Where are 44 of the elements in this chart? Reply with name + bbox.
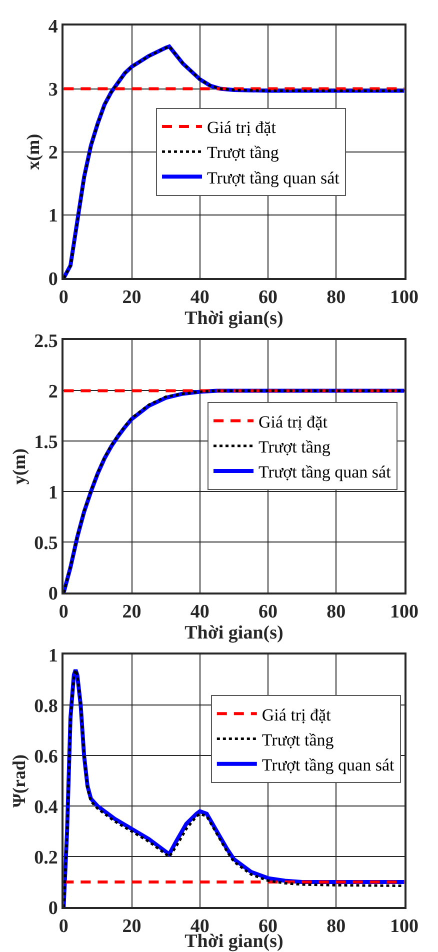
x-axis-title: Thời gian(s) [184,622,284,644]
y-tick-label: 4 [48,16,58,38]
x-tick-label: 100 [390,286,419,308]
y-axis-title: y(m) [8,448,29,484]
y-tick-label: 0.2 [34,847,58,868]
y-axis-title: x(m) [23,134,44,170]
legend-label: Giá trị đặt [207,118,276,138]
legend-label: Trượt tầng quan sát [262,756,394,775]
y-tick-label: 0 [48,898,58,919]
x-axis-title: Thời gian(s) [184,308,284,329]
legend-label: Trượt tầng [262,730,334,750]
x-tick-label: 80 [326,601,346,622]
y-tick-label: 2 [48,381,58,402]
legend-label: Giá trị đặt [258,412,328,432]
legend-label: Trượt tầng [258,438,331,457]
x-tick-label: 60 [258,601,278,622]
legend-label: Giá trị đặt [262,705,332,724]
y-tick-label: 0.4 [34,796,58,818]
x-tick-label: 40 [190,286,210,308]
y-tick-label: 1 [48,482,58,504]
x-tick-label: 80 [326,286,346,308]
x-tick-label: 80 [326,916,346,938]
y-tick-label: 1 [48,645,58,666]
x-tick-label: 60 [258,286,278,308]
x-tick-label: 20 [122,286,142,308]
y-tick-label: 0.6 [34,746,58,768]
y-axis-title: Ψ(rad) [8,754,29,808]
legend-label: Trượt tầng [207,143,280,162]
y-tick-label: 0.5 [34,532,58,554]
y-tick-label: 2.5 [34,330,58,352]
legend-label: Trượt tầng quan sát [258,462,392,482]
y-tick-label: 3 [48,79,58,100]
y-tick-label: 0 [48,583,58,604]
x-tick-label: 20 [122,601,142,622]
y-tick-label: 1.5 [34,432,58,453]
x-tick-label: 100 [390,601,419,622]
y-tick-label: 0 [48,268,58,290]
y-tick-label: 2 [48,142,58,164]
x-tick-label: 100 [390,916,419,938]
y-tick-label: 1 [48,206,58,227]
x-tick-label: 40 [190,601,210,622]
legend-label: Trượt tầng quan sát [207,168,340,188]
y-tick-label: 0.8 [34,696,58,717]
x-tick-label: 20 [122,916,142,938]
